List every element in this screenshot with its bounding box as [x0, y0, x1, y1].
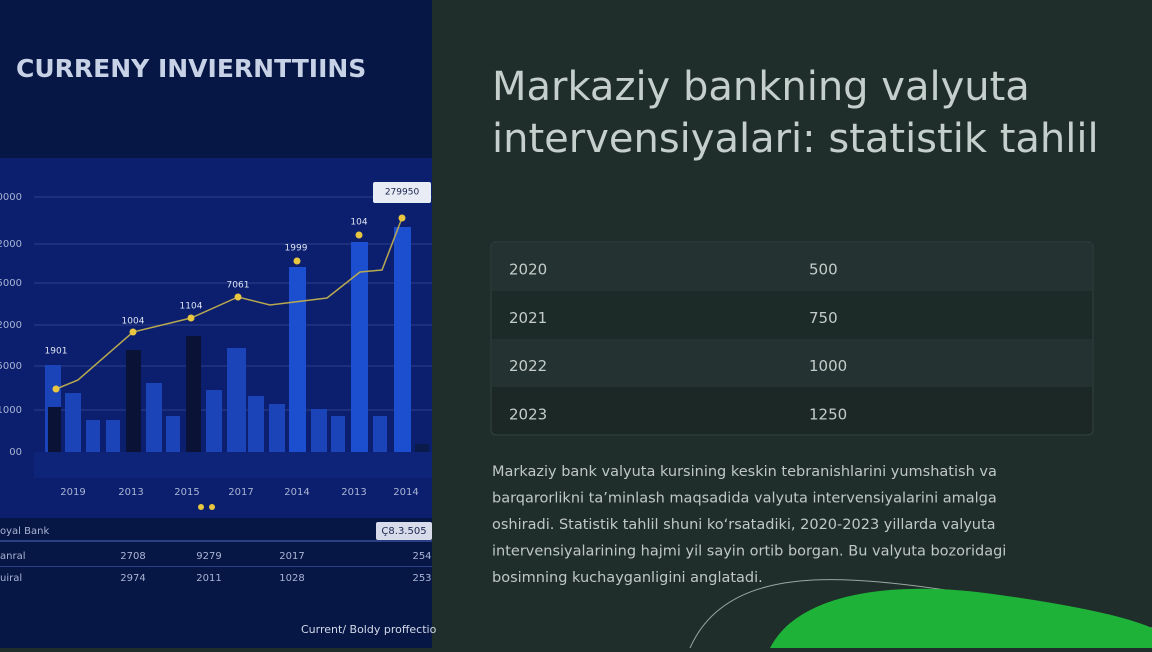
chart-floor [34, 452, 432, 478]
table-row-bg [492, 339, 1092, 387]
badge [376, 522, 432, 540]
trend-line [55, 217, 403, 390]
image-table-header: Ç8.3.505 [381, 526, 426, 537]
point-label: 1999 [285, 244, 308, 254]
title: intervensiyalari: statistik tahlil [492, 116, 1099, 162]
dark-bars [48, 336, 201, 452]
image-table-cell: 2708 [120, 551, 145, 562]
point-label: 1004 [122, 317, 145, 327]
title: Markaziy bankning valyuta [492, 64, 1030, 110]
y-tick-label: 2000 [0, 320, 22, 331]
image-table-cell: anral [0, 551, 25, 562]
table-cell: 2020 [509, 261, 547, 279]
table-cell: 1250 [809, 405, 847, 423]
decor-blob [770, 588, 1152, 648]
image-table-cell: 2011 [196, 573, 221, 584]
points [52, 214, 406, 510]
table-row-bg [492, 243, 1092, 291]
point-label: 7061 [227, 281, 250, 291]
image-table-cell: 2017 [279, 551, 304, 562]
table-rule [0, 566, 432, 567]
paragraph-line: barqarorlikni ta’minlash maqsadida valyu… [492, 491, 997, 507]
x-tick-label: 2019 [60, 487, 85, 498]
y-tick-label: 5000 [0, 278, 22, 289]
image-footer: Current/ Boldy proffectio [301, 623, 437, 636]
y-tick-label: 1000 [0, 405, 22, 416]
table-cell: 2021 [509, 309, 547, 327]
y-tick-label: 2000 [0, 239, 22, 250]
table-cell: 2022 [509, 357, 547, 375]
x-tick-label: 2013 [341, 487, 366, 498]
image-table-cell: 254 [412, 551, 431, 562]
x-tick-label: 2013 [118, 487, 143, 498]
image-title: CURRENY INVIERNTTIINS [16, 54, 366, 83]
x-tick-label: 2014 [393, 487, 418, 498]
chart-image [0, 0, 432, 648]
paragraph-line: intervensiyalarining hajmi yil sayin ort… [492, 544, 1006, 560]
table-row-bg [492, 291, 1092, 339]
paragraph-line: bosimning kuchayganligini anglatadi. [492, 570, 763, 586]
image-table-cell: uiral [0, 573, 22, 584]
point-label: 1901 [45, 347, 68, 357]
callout-box [373, 182, 431, 203]
paragraph-line: oshiradi. Statistik tahlil shuni ko‘rsat… [492, 517, 996, 533]
image-table-cell: 1028 [279, 573, 304, 584]
table-cell: 2023 [509, 405, 547, 423]
table-rule [0, 540, 432, 542]
point-label: 104 [350, 218, 367, 228]
x-tick-label: 2015 [174, 487, 199, 498]
y-tick-label: 00 [9, 447, 22, 458]
table-cell: 500 [809, 261, 838, 279]
image-table-cell: 9279 [196, 551, 221, 562]
point-label: 279950 [385, 188, 420, 198]
point-label: 1104 [180, 302, 203, 312]
image-table-cell: 253 [412, 573, 431, 584]
paragraph-line: Markaziy bank valyuta kursining keskin t… [492, 464, 997, 480]
table-cell: 750 [809, 309, 838, 327]
y-tick-label: 5000 [0, 361, 22, 372]
image-table-header: oyal Bank [0, 526, 49, 537]
bars [45, 227, 429, 452]
x-tick-label: 2014 [284, 487, 309, 498]
x-tick-label: 2017 [228, 487, 253, 498]
table-cell: 1000 [809, 357, 847, 375]
image-table-cell: 2974 [120, 573, 145, 584]
